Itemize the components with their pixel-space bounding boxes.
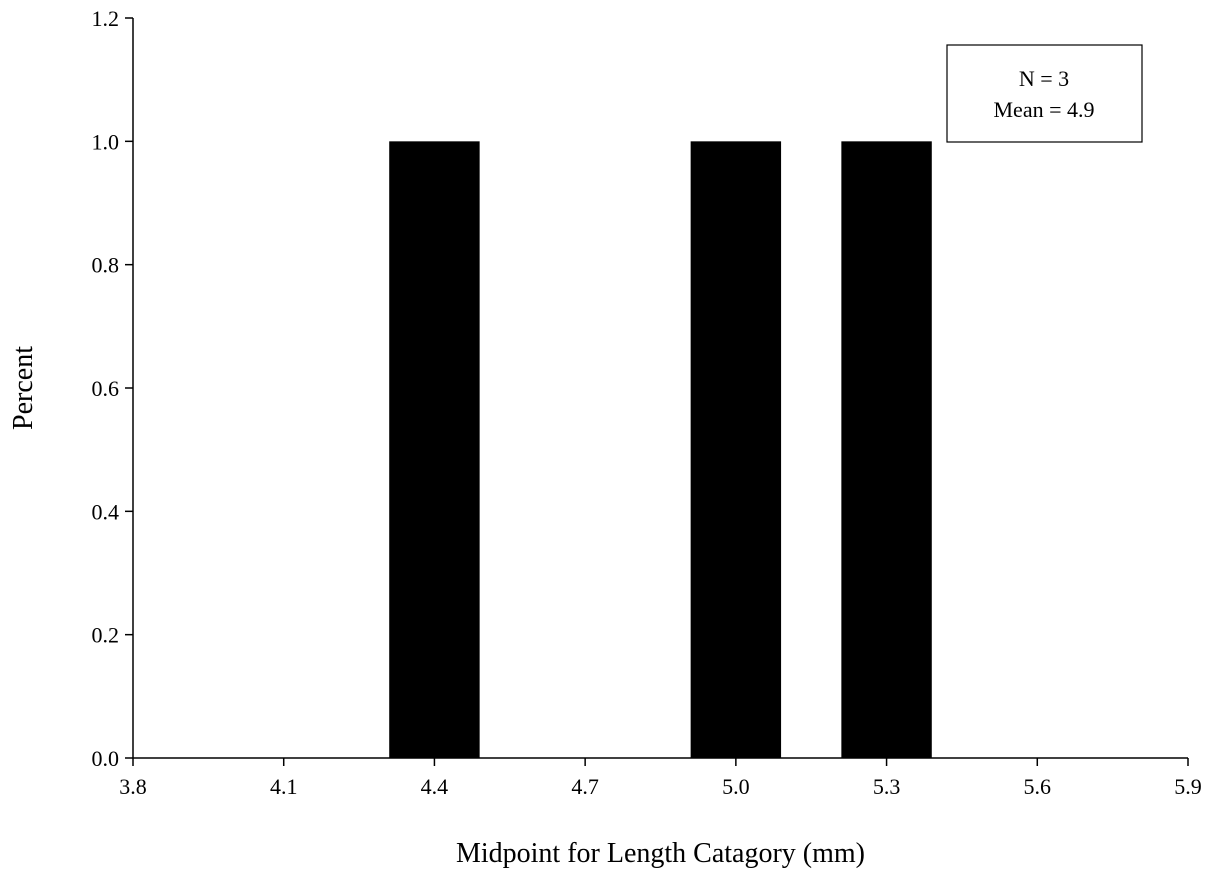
legend-mean: Mean = 4.9 xyxy=(994,97,1095,122)
x-tick-label-6: 5.6 xyxy=(1024,774,1052,799)
x-tick-label-7: 5.9 xyxy=(1174,774,1202,799)
y-axis-title: Percent xyxy=(8,346,39,430)
x-axis: 3.8 4.1 4.4 4.7 5.0 5.3 5.6 5.9 xyxy=(119,758,1202,799)
plot-area xyxy=(132,18,1188,759)
y-axis: 0.0 0.2 0.4 0.6 0.8 1.0 1.2 xyxy=(92,6,133,771)
x-tick-label-2: 4.4 xyxy=(421,774,449,799)
y-tick-label-1: 0.2 xyxy=(92,623,120,648)
stats-legend-box: N = 3 Mean = 4.9 xyxy=(946,44,1143,143)
bar-2 xyxy=(841,141,932,759)
y-tick-label-5: 1.0 xyxy=(92,129,120,154)
x-tick-label-5: 5.3 xyxy=(873,774,901,799)
y-tick-label-0: 0.0 xyxy=(92,746,120,771)
bars-group xyxy=(389,141,932,759)
y-tick-label-6: 1.2 xyxy=(92,6,120,31)
bar-0 xyxy=(389,141,480,759)
y-tick-label-2: 0.4 xyxy=(92,499,120,524)
y-tick-label-3: 0.6 xyxy=(92,376,120,401)
x-tick-label-1: 4.1 xyxy=(270,774,298,799)
x-tick-label-3: 4.7 xyxy=(571,774,599,799)
x-axis-title: Midpoint for Length Catagory (mm) xyxy=(456,838,865,869)
y-tick-label-4: 0.8 xyxy=(92,253,120,278)
x-tick-label-0: 3.8 xyxy=(119,774,147,799)
legend-box xyxy=(946,44,1143,143)
x-tick-label-4: 5.0 xyxy=(722,774,750,799)
legend-n-count: N = 3 xyxy=(1019,66,1069,91)
bar-1 xyxy=(690,141,782,759)
